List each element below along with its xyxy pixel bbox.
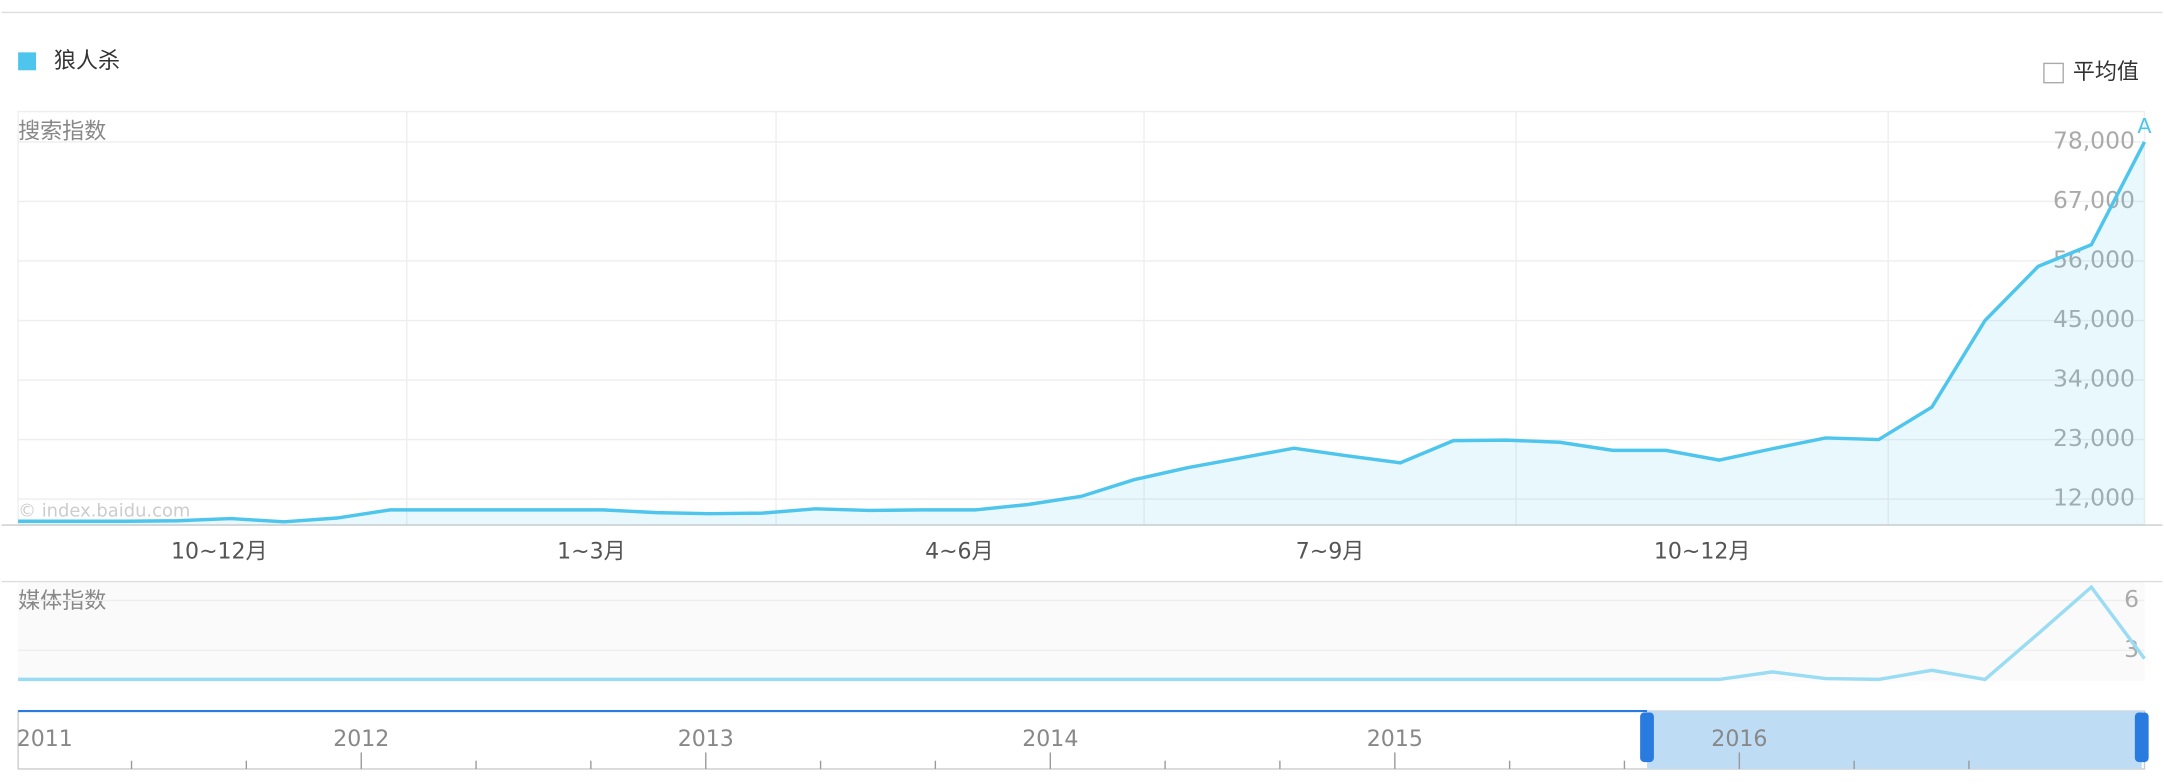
year-label: 2016 bbox=[1711, 727, 1767, 752]
legend-swatch bbox=[18, 52, 37, 71]
x-tick-label: 7~9月 bbox=[1296, 540, 1365, 565]
v-grid bbox=[406, 111, 1889, 526]
y-tick-label: 34,000 bbox=[2053, 365, 2135, 393]
x-tick-label: 4~6月 bbox=[925, 540, 994, 565]
timeline-handle[interactable] bbox=[1640, 712, 1654, 763]
line bbox=[18, 584, 2146, 682]
y-tick-label: 23,000 bbox=[2053, 424, 2135, 452]
line bbox=[18, 141, 2147, 524]
y-tick-label: 3 bbox=[2124, 635, 2139, 663]
media-bg bbox=[18, 581, 2145, 681]
average-label[interactable]: 平均值 bbox=[2073, 60, 2139, 85]
year-label: 2013 bbox=[678, 727, 734, 752]
timeline-handle[interactable] bbox=[2134, 712, 2149, 763]
y-tick-label: 45,000 bbox=[2053, 305, 2135, 333]
y-tick-label: 78,000 bbox=[2053, 126, 2135, 154]
peak-marker: A bbox=[2137, 114, 2151, 138]
watermark: © index.baidu.com bbox=[18, 500, 190, 521]
average-checkbox[interactable] bbox=[2043, 62, 2064, 84]
year-label: 2014 bbox=[1022, 727, 1078, 752]
x-tick-label: 10~12月 bbox=[1654, 540, 1751, 565]
area bbox=[18, 141, 2145, 526]
x-tick-label: 1~3月 bbox=[557, 540, 626, 565]
x-tick-label: 10~12月 bbox=[171, 540, 268, 565]
y-tick-label: 56,000 bbox=[2053, 245, 2135, 273]
search-title: 搜索指数 bbox=[18, 119, 106, 144]
y-tick-label: 6 bbox=[2124, 585, 2139, 613]
year-label: 2012 bbox=[333, 727, 389, 752]
year-label: 2011 bbox=[17, 727, 73, 752]
media-title: 媒体指数 bbox=[18, 589, 106, 614]
timeline-selection[interactable] bbox=[1647, 711, 2142, 769]
y-tick-label: 12,000 bbox=[2053, 484, 2135, 512]
year-label: 2015 bbox=[1367, 727, 1423, 752]
legend-label: 狼人杀 bbox=[54, 49, 120, 74]
